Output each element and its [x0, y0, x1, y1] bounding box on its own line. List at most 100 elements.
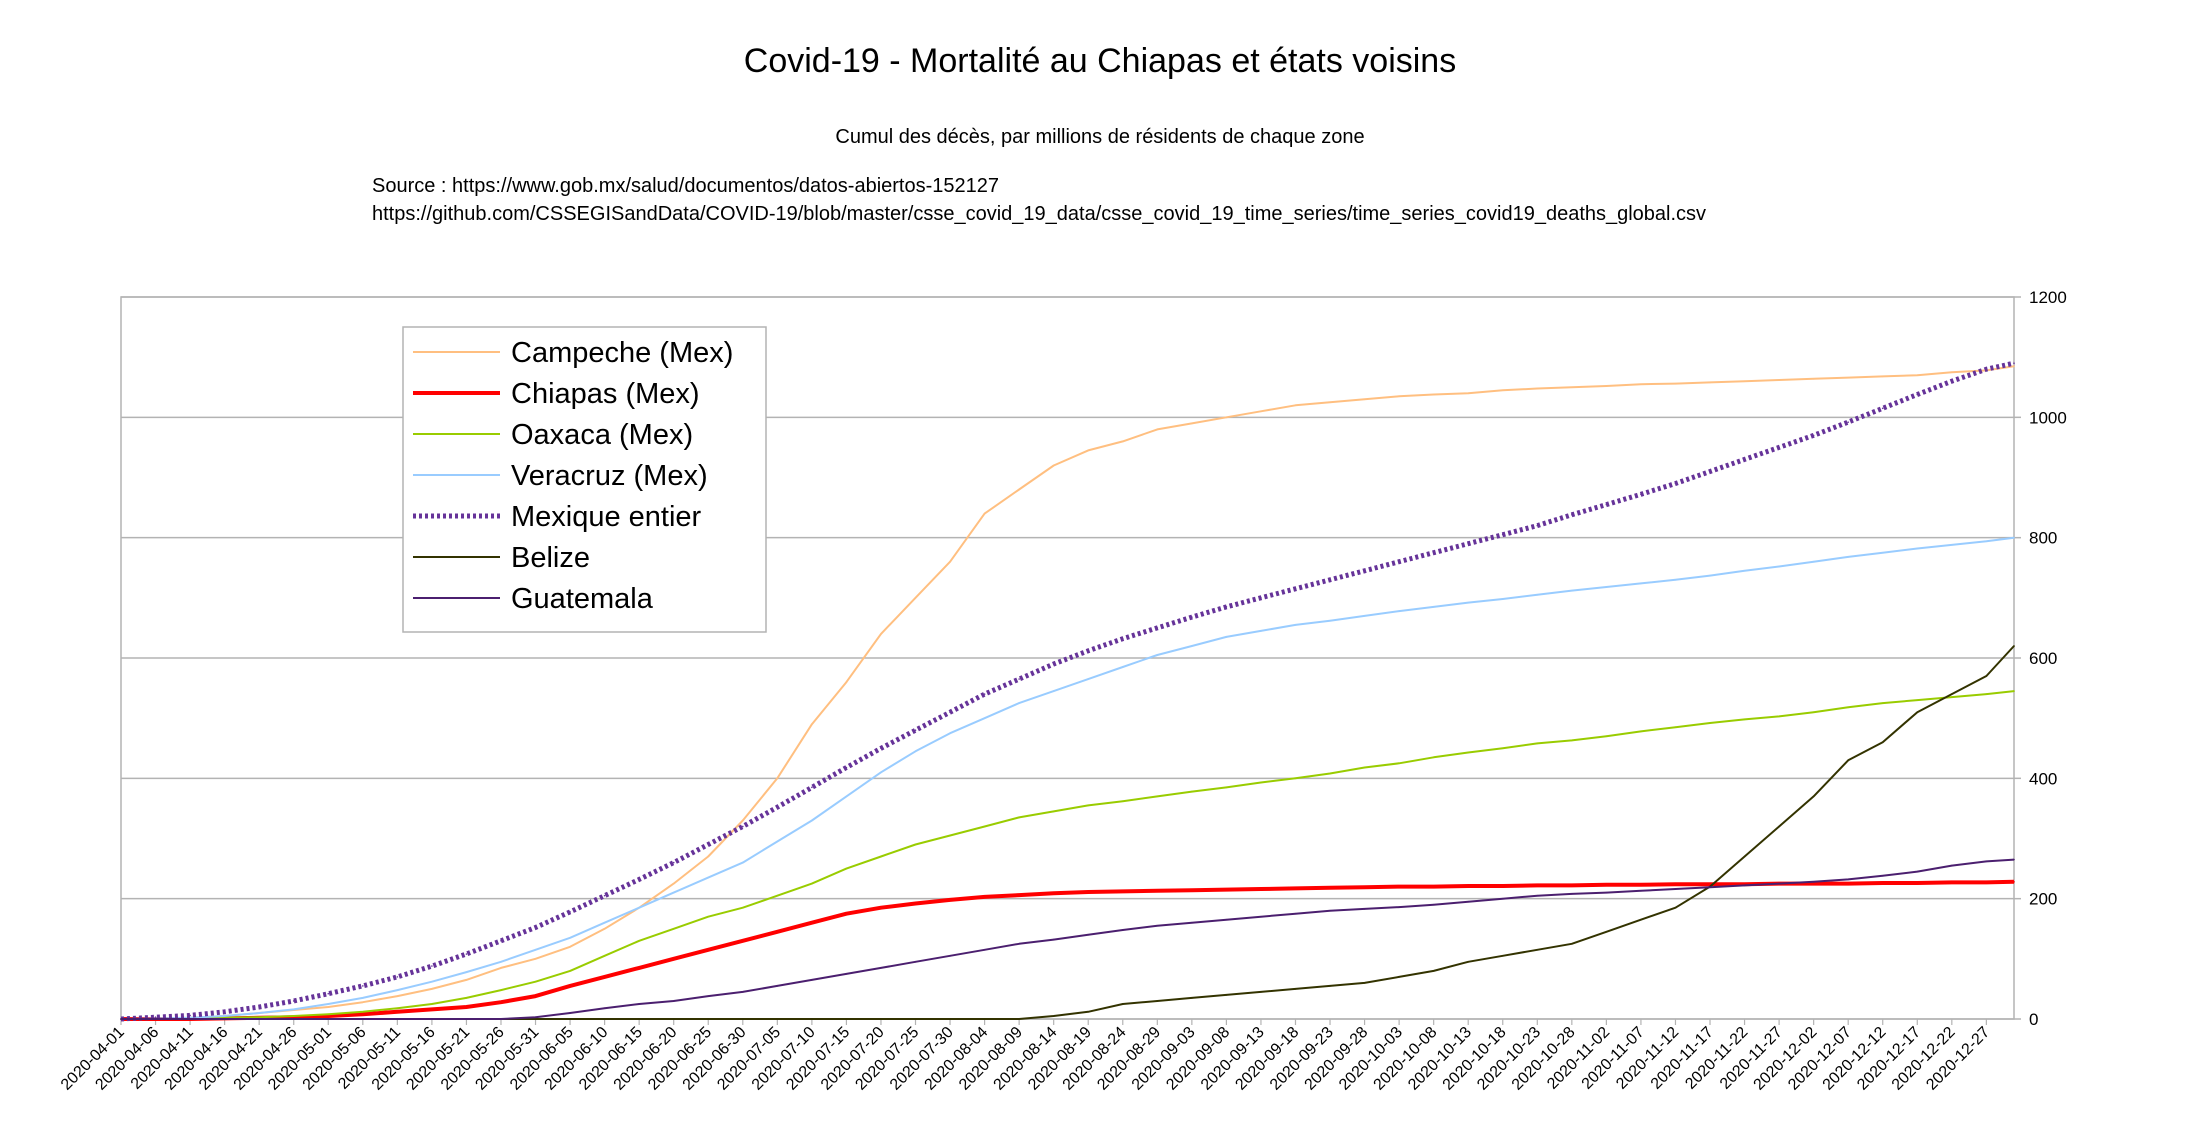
data-point	[1467, 392, 1470, 395]
data-point	[1778, 715, 1780, 718]
y-tick-label: 1000	[2029, 408, 2067, 427]
data-point	[1294, 887, 1297, 890]
legend-label: Mexique entier	[511, 501, 702, 533]
data-point	[1501, 598, 1504, 600]
data-point	[1329, 619, 1331, 622]
data-point	[465, 997, 468, 999]
data-point	[1881, 407, 1884, 410]
data-point	[1156, 1000, 1159, 1002]
data-point	[638, 1018, 640, 1020]
data-point	[1398, 906, 1400, 908]
data-point	[1052, 690, 1055, 692]
data-point	[431, 988, 433, 990]
data-point	[1018, 702, 1020, 704]
data-point	[1674, 482, 1677, 485]
data-point	[1605, 385, 1608, 387]
data-point	[811, 819, 813, 822]
data-point	[465, 953, 468, 955]
data-point	[741, 1018, 744, 1020]
data-point	[189, 1014, 191, 1017]
data-point	[1225, 786, 1228, 789]
data-point	[811, 882, 813, 885]
data-point	[465, 971, 468, 973]
data-point	[431, 1003, 433, 1005]
data-point	[880, 747, 882, 750]
data-point	[1121, 929, 1124, 931]
data-point	[1121, 1003, 1124, 1005]
series-line	[120, 360, 2015, 1022]
data-point	[1294, 988, 1297, 990]
data-point	[1018, 678, 1020, 680]
data-point	[776, 930, 779, 933]
data-point	[1778, 825, 1780, 828]
data-point	[396, 995, 399, 997]
data-point	[1916, 699, 1919, 701]
data-point	[154, 1016, 157, 1018]
data-point	[569, 1012, 571, 1014]
data-point	[1467, 900, 1470, 903]
data-point	[1191, 616, 1193, 618]
data-point	[1571, 739, 1573, 742]
data-point	[1501, 747, 1504, 750]
data-point	[776, 985, 779, 987]
data-point	[292, 1018, 295, 1020]
data-point	[1191, 790, 1193, 793]
data-point	[1329, 578, 1331, 581]
series-5	[120, 645, 2015, 1020]
data-point	[1018, 1018, 1020, 1020]
data-point	[811, 979, 813, 981]
data-point	[1709, 574, 1711, 577]
data-point	[707, 1018, 710, 1020]
data-point	[1363, 615, 1366, 617]
data-point	[1156, 654, 1159, 656]
data-point	[1467, 751, 1470, 754]
data-point	[811, 921, 813, 924]
data-point	[776, 894, 779, 897]
data-point	[1812, 795, 1815, 798]
data-point	[983, 949, 986, 951]
data-point	[1191, 422, 1193, 425]
data-point	[534, 926, 537, 929]
data-point	[362, 985, 364, 987]
data-point	[1121, 637, 1124, 640]
data-point	[431, 965, 433, 967]
data-point	[1951, 696, 1953, 698]
data-point	[1294, 404, 1297, 407]
data-point	[1260, 597, 1262, 599]
data-point	[1743, 569, 1746, 572]
data-point	[949, 732, 951, 735]
data-point	[707, 915, 710, 918]
data-point	[1847, 376, 1849, 379]
data-point	[1571, 884, 1573, 887]
data-point	[603, 927, 606, 930]
data-point	[569, 970, 571, 972]
data-point	[1501, 897, 1504, 900]
series-2	[120, 690, 2015, 1020]
data-point	[1916, 547, 1919, 550]
data-point	[327, 1013, 330, 1015]
data-point	[1812, 882, 1815, 885]
data-point	[1985, 540, 1988, 543]
data-point	[983, 693, 986, 695]
data-point	[1847, 882, 1849, 885]
data-point	[1329, 401, 1331, 404]
data-point	[362, 1018, 364, 1020]
data-point	[258, 1018, 260, 1020]
data-point	[500, 967, 502, 969]
data-point	[1191, 889, 1193, 892]
x-axis: 2020-04-012020-04-062020-04-112020-04-16…	[58, 1019, 1993, 1094]
data-point	[189, 1018, 191, 1020]
chart-title: Covid-19 - Mortalité au Chiapas et états…	[744, 42, 1456, 80]
data-point	[1951, 544, 1953, 546]
data-point	[1225, 918, 1228, 921]
data-point	[1501, 389, 1504, 392]
data-point	[1398, 395, 1400, 398]
data-point	[327, 992, 330, 995]
data-point	[292, 1008, 295, 1011]
data-point	[1571, 942, 1573, 945]
data-point	[258, 1006, 260, 1008]
data-point	[638, 878, 640, 881]
data-point	[500, 989, 502, 991]
data-point	[1778, 379, 1780, 381]
data-point	[1985, 881, 1988, 884]
